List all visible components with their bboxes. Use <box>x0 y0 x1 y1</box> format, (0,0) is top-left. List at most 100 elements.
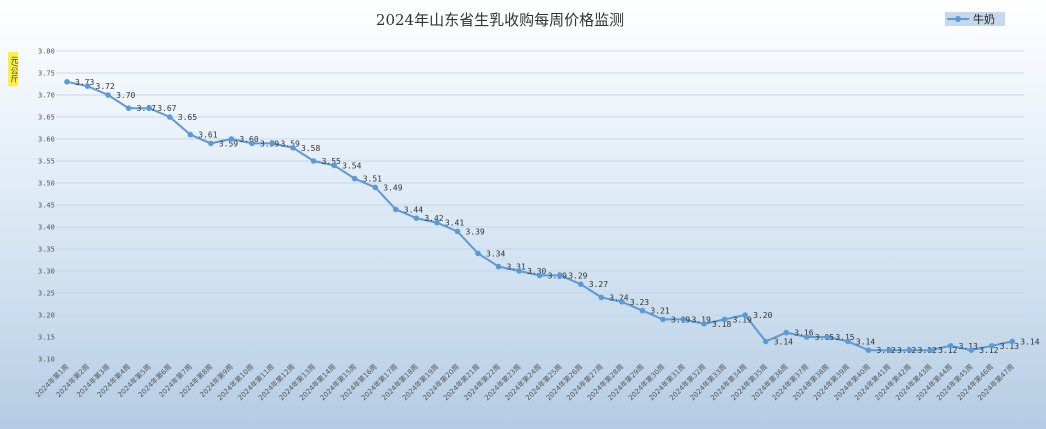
y-tick-label: 3.50 <box>38 180 55 188</box>
data-label: 3.14 <box>1020 337 1039 346</box>
data-point <box>310 158 317 164</box>
data-label: 3.67 <box>157 104 176 113</box>
x-tick-label: 2024年第44周 <box>914 362 954 402</box>
data-point <box>577 281 584 288</box>
data-label: 3.41 <box>445 219 464 228</box>
data-point <box>927 347 933 354</box>
data-label: 3.19 <box>692 315 711 324</box>
data-point <box>290 145 296 151</box>
data-point <box>865 347 872 354</box>
data-point <box>228 136 235 142</box>
x-tick-label: 2024年第26周 <box>544 362 584 402</box>
data-point <box>639 307 646 314</box>
y-tick-label: 3.80 <box>38 48 55 56</box>
y-tick-label: 3.45 <box>38 202 55 210</box>
data-label: 3.31 <box>507 263 526 272</box>
x-tick-label: 2024年第27周 <box>565 362 605 402</box>
x-tick-label: 2024年第17周 <box>359 362 399 402</box>
x-tick-label: 2024年第25周 <box>523 362 563 402</box>
legend-label: 牛奶 <box>973 13 995 26</box>
chart-title: 2024年山东省生乳收购每周价格监测 <box>375 11 625 29</box>
data-label: 3.65 <box>178 113 197 122</box>
data-label: 3.12 <box>876 346 895 355</box>
y-tick-label: 3.70 <box>38 92 55 100</box>
x-tick-label: 2024年第43周 <box>893 362 933 402</box>
data-label: 3.55 <box>322 157 341 166</box>
data-point <box>372 184 379 191</box>
data-label: 3.16 <box>794 329 813 338</box>
x-tick-label: 2024年第36周 <box>750 362 790 402</box>
data-point <box>1009 338 1016 345</box>
data-point <box>166 114 173 120</box>
data-label: 3.24 <box>609 293 628 302</box>
data-label: 3.51 <box>363 175 382 184</box>
x-tick-label: 2024年第20周 <box>421 362 461 402</box>
data-label: 3.13 <box>959 342 978 351</box>
data-label: 3.59 <box>219 139 238 148</box>
data-point <box>988 343 995 349</box>
x-tick-label: 2024年第31周 <box>647 362 687 402</box>
y-tick-label: 3.10 <box>38 356 55 364</box>
data-label: 3.67 <box>137 104 156 113</box>
y-tick-label: 3.75 <box>38 70 55 78</box>
data-label: 3.21 <box>650 307 669 316</box>
x-tick-label: 2024年第19周 <box>400 362 440 402</box>
x-tick-label: 2024年第33周 <box>688 362 728 402</box>
y-tick-label: 3.15 <box>38 334 55 342</box>
data-point <box>886 347 892 354</box>
y-axis-unit-label: 元/公斤 <box>8 52 19 86</box>
x-tick-label: 2024年第13周 <box>277 362 317 402</box>
data-point <box>557 272 563 279</box>
data-label: 3.61 <box>198 131 217 140</box>
data-point <box>762 338 769 345</box>
data-point <box>660 316 666 323</box>
x-tick-label: 2024年第45周 <box>934 362 974 402</box>
x-tick-label: 2024年第14周 <box>297 362 337 402</box>
data-label: 3.29 <box>548 271 567 280</box>
x-tick-label: 2024年第30周 <box>626 362 666 402</box>
data-point <box>536 272 543 279</box>
data-label: 3.19 <box>733 315 752 324</box>
data-label: 3.30 <box>527 267 546 276</box>
data-label: 3.23 <box>630 298 649 307</box>
data-point <box>84 83 91 89</box>
data-label: 3.42 <box>424 214 443 223</box>
data-label: 3.14 <box>856 337 875 346</box>
y-tick-label: 3.40 <box>38 224 55 232</box>
data-label: 3.18 <box>712 320 731 329</box>
data-point <box>105 92 111 98</box>
x-tick-label: 2024年第15周 <box>318 362 358 402</box>
data-point <box>968 347 974 354</box>
y-tick-label: 3.60 <box>38 136 55 144</box>
legend-line-swatch <box>947 16 969 22</box>
data-point <box>906 347 913 354</box>
y-tick-label: 3.25 <box>38 290 55 298</box>
data-label: 3.12 <box>897 346 916 355</box>
data-label: 3.54 <box>342 161 361 170</box>
y-tick-label: 3.55 <box>38 158 55 166</box>
data-point <box>393 206 399 213</box>
data-label: 3.58 <box>301 144 320 153</box>
data-label: 3.29 <box>568 271 587 280</box>
data-label: 3.19 <box>671 315 690 324</box>
x-tick-label: 2024年第10周 <box>215 362 255 402</box>
series-line-milk <box>66 80 1013 352</box>
x-tick-label: 2024年第38周 <box>791 362 831 402</box>
x-tick-label: 2024年第39周 <box>811 362 851 402</box>
data-point <box>619 299 625 305</box>
x-tick-label: 2024年第35周 <box>729 362 769 402</box>
data-label: 3.49 <box>383 183 402 192</box>
x-tick-label: 2024年第12周 <box>256 362 296 402</box>
x-tick-label: 2024年第18周 <box>380 362 420 402</box>
data-point <box>187 131 194 138</box>
data-point <box>598 294 605 301</box>
data-point <box>495 263 502 270</box>
y-tick-label: 3.20 <box>38 312 55 320</box>
data-point <box>742 312 748 318</box>
data-point <box>475 250 481 257</box>
x-tick-label: 2024年第29周 <box>606 362 646 402</box>
data-point <box>331 162 337 169</box>
x-tick-label: 2024年第40周 <box>832 362 872 402</box>
